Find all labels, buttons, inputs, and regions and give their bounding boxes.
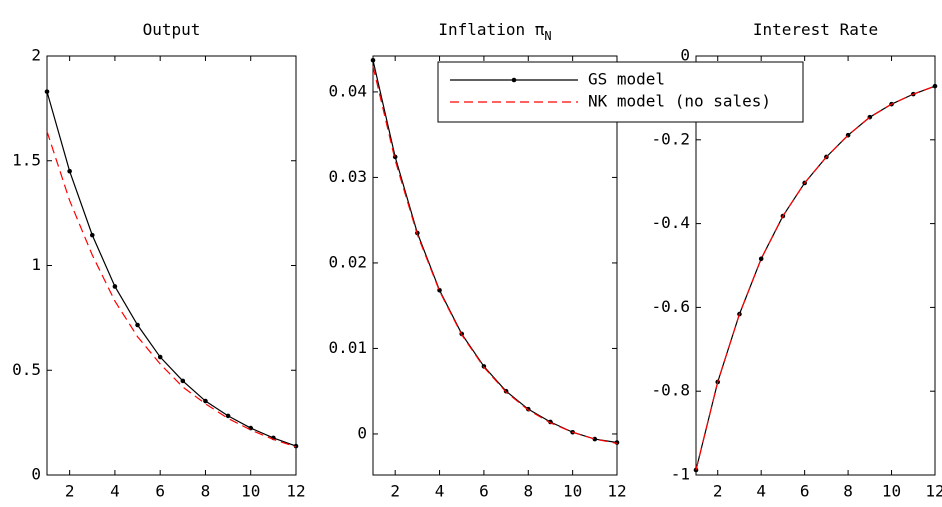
legend-marker: [511, 77, 517, 83]
series-marker: [44, 89, 50, 94]
series-line: [46, 91, 297, 447]
x-tick-label: 10: [882, 482, 901, 501]
series-marker: [157, 354, 163, 360]
legend-label: GS model: [588, 70, 665, 89]
y-tick-label: -0.8: [651, 381, 690, 400]
x-tick-label: 10: [563, 482, 582, 501]
y-tick-label: 1: [31, 255, 41, 274]
x-tick-label: 2: [65, 482, 75, 501]
y-tick-label: 0: [357, 423, 367, 442]
panel-title-text: Interest Rate: [753, 20, 878, 39]
plot-frame: [46, 55, 297, 476]
x-tick-label: 12: [286, 482, 305, 501]
panel-title: Inflation πN: [438, 20, 551, 43]
x-tick-label: 6: [155, 482, 165, 501]
x-tick-label: 6: [479, 482, 489, 501]
x-tick-label: 8: [523, 482, 533, 501]
legend-label: NK model (no sales): [588, 92, 771, 111]
series-marker: [203, 398, 208, 404]
y-tick-label: 0.02: [328, 252, 367, 271]
panel-title-subscript: N: [544, 29, 551, 43]
y-tick-label: 0: [680, 46, 690, 65]
x-tick-label: 12: [925, 482, 942, 501]
series-marker: [225, 413, 231, 419]
x-tick-label: 8: [843, 482, 853, 501]
series-marker: [135, 322, 140, 328]
panel-title: Output: [143, 20, 201, 39]
series-marker: [293, 443, 299, 449]
series-marker: [370, 57, 376, 63]
y-tick-label: 0.01: [328, 338, 367, 357]
y-tick-label: -1: [671, 465, 690, 484]
panel-title: Interest Rate: [753, 20, 878, 39]
y-tick-label: 0.04: [328, 81, 367, 100]
series-marker: [89, 232, 95, 238]
x-tick-label: 4: [435, 482, 445, 501]
y-tick-label: 0.5: [12, 360, 41, 379]
x-tick-label: 2: [390, 482, 400, 501]
plot-frame: [695, 55, 936, 476]
series-marker: [67, 168, 72, 174]
panel-title-text: Output: [143, 20, 201, 39]
x-tick-label: 12: [607, 482, 626, 501]
y-tick-label: -0.6: [651, 297, 690, 316]
x-tick-label: 8: [201, 482, 211, 501]
y-tick-label: 2: [31, 46, 41, 65]
panel-title-text: Inflation π: [438, 20, 544, 39]
y-tick-label: 0.03: [328, 167, 367, 186]
legend-box: [437, 61, 804, 123]
series-line: [372, 66, 618, 444]
x-tick-label: 4: [756, 482, 766, 501]
y-tick-label: -0.2: [651, 129, 690, 148]
x-tick-label: 2: [713, 482, 723, 501]
x-tick-label: 10: [241, 482, 260, 501]
x-tick-label: 4: [110, 482, 120, 501]
y-tick-label: -0.4: [651, 213, 690, 232]
y-tick-label: 0: [31, 465, 41, 484]
series-marker: [932, 83, 938, 89]
series-marker: [112, 284, 118, 289]
series-marker: [180, 378, 186, 384]
plot-frame: [372, 55, 618, 476]
series-marker: [592, 436, 598, 442]
series-marker: [758, 256, 764, 262]
y-tick-label: 1.5: [12, 150, 41, 169]
series-line: [695, 85, 936, 471]
x-tick-label: 6: [800, 482, 810, 501]
